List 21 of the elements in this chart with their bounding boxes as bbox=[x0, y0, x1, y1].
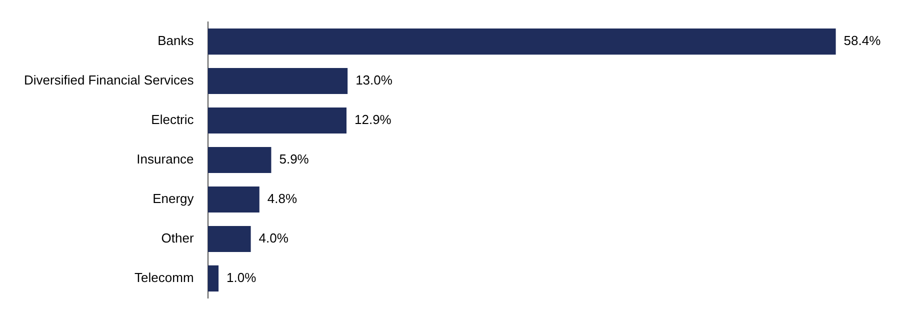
data-label: 12.9% bbox=[354, 112, 392, 128]
bar bbox=[208, 28, 836, 55]
y-tick-label: Banks bbox=[158, 33, 194, 48]
y-tick-label: Other bbox=[161, 230, 194, 246]
y-tick-label: Energy bbox=[152, 191, 194, 206]
data-label: 13.0% bbox=[356, 72, 393, 88]
y-tick-label: Telecomm bbox=[134, 270, 194, 286]
bar bbox=[208, 107, 347, 134]
data-label: 58.4% bbox=[844, 33, 882, 48]
bar bbox=[208, 146, 272, 174]
y-tick-label: Electric bbox=[151, 112, 194, 128]
bar bbox=[208, 68, 348, 94]
y-tick-label: Diversified Financial Services bbox=[24, 72, 194, 88]
bar bbox=[208, 186, 260, 213]
bar bbox=[208, 265, 219, 292]
data-label: 5.9% bbox=[279, 152, 310, 167]
data-label: 4.0% bbox=[258, 230, 289, 246]
data-label: 4.8% bbox=[267, 191, 298, 206]
bar bbox=[208, 226, 251, 252]
data-label: 1.0% bbox=[226, 270, 257, 286]
y-tick-label: Insurance bbox=[136, 152, 194, 167]
